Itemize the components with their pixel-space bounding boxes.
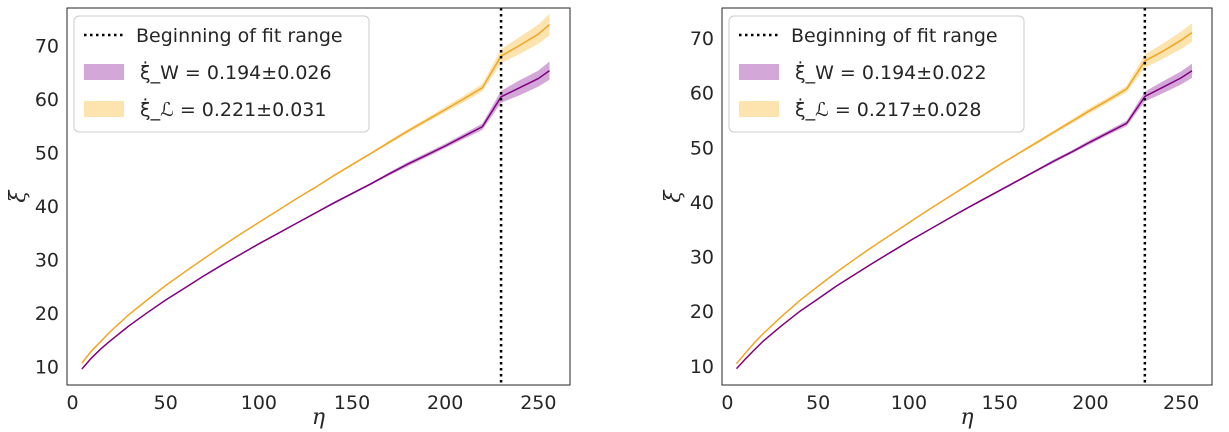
series-band-0	[736, 63, 1192, 370]
x-tick-label: 50	[154, 392, 178, 414]
x-tick-label: 250	[520, 392, 556, 414]
series-line-0	[81, 69, 550, 370]
plot-frame	[721, 7, 1213, 386]
x-tick-label: 250	[1163, 392, 1199, 414]
series-band-1	[736, 23, 1192, 365]
x-tick-label: 50	[806, 392, 830, 414]
y-tick-label: 10	[690, 356, 714, 378]
legend-box	[73, 15, 370, 133]
y-tick-label: 60	[35, 89, 59, 111]
x-tick-label: 200	[1072, 392, 1108, 414]
series-band-0	[81, 61, 550, 370]
y-tick-label: 50	[35, 142, 59, 164]
series-line-1	[81, 24, 550, 364]
legend-swatch-0	[84, 64, 124, 80]
legend-label-0: ξ̇_W = 0.194±0.026	[140, 60, 332, 84]
series-band-1	[81, 13, 550, 364]
plot-frame	[66, 7, 571, 386]
legend-swatch-0	[739, 64, 779, 80]
y-tick-label: 10	[35, 356, 59, 378]
y-tick-label: 30	[690, 247, 714, 269]
legend-swatch-1	[739, 101, 779, 117]
legend-label-fit-range: Beginning of fit range	[136, 25, 343, 47]
x-tick-label: 100	[241, 392, 277, 414]
legend-label-1: ξ̇_ℒ = 0.221±0.031	[140, 97, 326, 121]
legend: Beginning of fit range ξ̇_W = 0.194±0.026…	[73, 15, 370, 133]
legend-swatch-1	[84, 101, 124, 117]
y-tick-label: 20	[690, 301, 714, 323]
chart-panel-left: 0 50 100 150 200 250 10 20 30 40 50 60 70 η ξ Beginning…	[6, 7, 571, 430]
y-tick-label: 40	[35, 196, 59, 218]
y-tick-label: 30	[35, 249, 59, 271]
legend-label-0: ξ̇_W = 0.194±0.022	[795, 60, 987, 84]
legend-label-1: ξ̇_ℒ = 0.217±0.028	[795, 97, 981, 121]
legend-box	[728, 15, 1025, 133]
y-axis-label: ξ	[661, 189, 686, 203]
x-tick-label: 0	[721, 392, 733, 414]
y-tick-label: 50	[690, 137, 714, 159]
y-tick-label: 60	[690, 83, 714, 105]
x-tick-label: 200	[427, 392, 463, 414]
series-line-1	[735, 31, 1193, 365]
x-axis-label: η	[960, 405, 973, 430]
y-tick-label: 70	[690, 28, 714, 50]
y-tick-label: 20	[35, 303, 59, 325]
y-tick-label: 40	[690, 192, 714, 214]
y-axis-label: ξ	[6, 189, 31, 203]
x-tick-label: 150	[334, 392, 370, 414]
legend-label-fit-range: Beginning of fit range	[791, 25, 998, 47]
chart-panel-right: 0 50 100 150 200 250 10 20 30 40 50 60 70 η ξ Beginning…	[661, 7, 1213, 430]
x-tick-label: 100	[891, 392, 927, 414]
x-tick-label: 0	[67, 392, 79, 414]
x-axis-label: η	[312, 405, 325, 430]
series-line-0	[735, 70, 1193, 370]
legend: Beginning of fit range ξ̇_W = 0.194±0.022…	[728, 15, 1025, 133]
x-tick-label: 150	[982, 392, 1018, 414]
y-tick-label: 70	[35, 35, 59, 57]
